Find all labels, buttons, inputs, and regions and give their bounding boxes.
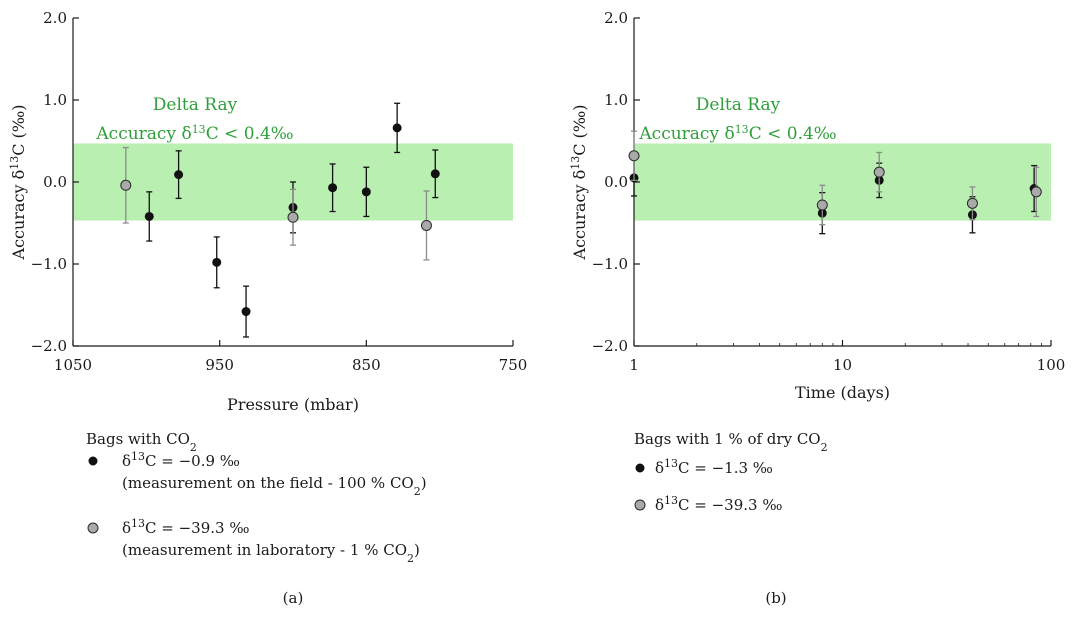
y-tick-label: −1.0 [592,255,628,273]
band-label-threshold: Accuracy δ13C < 0.4‰ [638,123,836,145]
y-tick-label: 2.0 [604,9,628,27]
data-point [873,166,885,178]
data-point [287,211,299,223]
data-point [328,183,338,193]
data-point [361,187,371,197]
x-tick-label: 1050 [54,356,92,374]
x-tick-label: 10 [833,356,852,374]
legend-title: Bags with CO2 [86,430,197,454]
data-point [1030,186,1042,198]
panel-label: (a) [283,589,304,607]
legend-marker-field [88,456,98,466]
y-axis-label: Accuracy δ13C (‰) [8,105,29,261]
x-tick-label: 950 [205,356,234,374]
y-tick-label: 2.0 [43,9,67,27]
legend-item-label: δ13C = −1.3 ‰ [655,457,773,478]
series-lab [628,130,1042,226]
accuracy-band [634,143,1051,221]
x-tick-label: 750 [499,356,528,374]
x-tick-label: 1 [629,356,639,374]
data-point [212,257,222,267]
data-point [816,199,828,211]
series-lab [120,146,432,261]
legend-marker-lab [634,499,646,511]
panel-a: Delta Ray Accuracy δ13C < 0.4‰ 2.0 1.0 0.0 −1… [8,9,528,607]
y-tick-label: 1.0 [604,91,628,109]
panel-label: (b) [765,589,786,607]
legend-title: Bags with 1 % of dry CO2 [634,430,828,454]
panel-b: Delta Ray Accuracy δ13C < 0.4‰ 2.0 1.0 0.0 −1… [569,9,1066,607]
data-point [430,169,440,179]
data-point [392,123,402,133]
legend-item-note: (measurement on the field - 100 % CO2) [122,474,427,498]
band-label-title: Delta Ray [153,95,238,115]
y-tick-label: −1.0 [31,255,67,273]
legend-marker-field [635,463,645,473]
y-tick-label: 0.0 [43,173,67,191]
band-label-threshold: Accuracy δ13C < 0.4‰ [95,123,293,145]
y-axis-label: Accuracy δ13C (‰) [569,105,590,261]
legend-item-label: δ13C = −39.3 ‰ [122,517,249,538]
legend-item-note: (measurement in laboratory - 1 % CO2) [122,541,420,565]
x-axis-label: Time (days) [795,383,890,402]
y-tick-label: −2.0 [31,337,67,355]
legend-item-label: δ13C = −39.3 ‰ [655,494,782,515]
y-tick-label: 1.0 [43,91,67,109]
x-tick-label: 850 [352,356,381,374]
data-point [144,211,154,221]
data-point [966,197,978,209]
data-point [174,170,184,180]
data-point [628,150,640,162]
data-point [120,179,132,191]
data-point [241,307,251,317]
data-point [420,219,432,231]
y-tick-label: −2.0 [592,337,628,355]
legend-item-label: δ13C = −0.9 ‰ [122,450,240,471]
x-axis-label: Pressure (mbar) [227,395,359,414]
y-tick-label: 0.0 [604,173,628,191]
x-tick-label: 100 [1037,356,1066,374]
band-label-title: Delta Ray [696,95,781,115]
legend-marker-lab [87,522,99,534]
